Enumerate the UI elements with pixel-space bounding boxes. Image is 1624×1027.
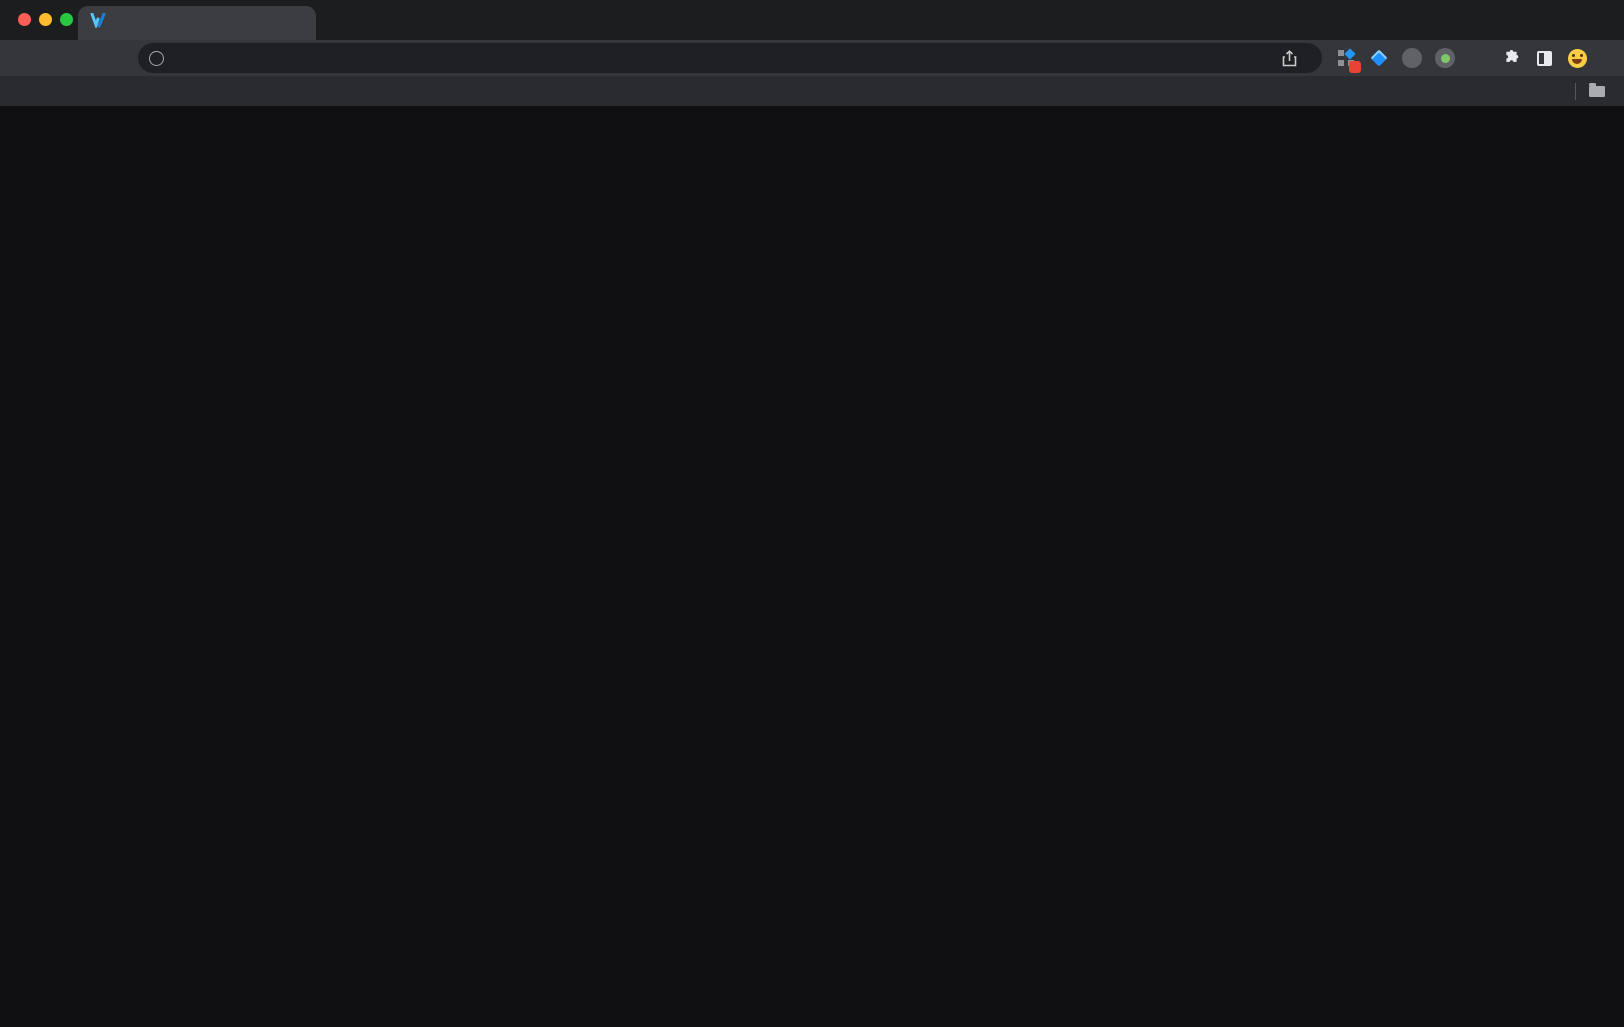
extension-badge bbox=[1349, 61, 1361, 73]
two-series-area-chart[interactable] bbox=[100, 700, 490, 918]
browser-tab[interactable] bbox=[78, 6, 316, 40]
page-content bbox=[0, 106, 1624, 1027]
split-square-extension-icon[interactable] bbox=[1534, 48, 1554, 68]
two-series-line-chart[interactable] bbox=[40, 445, 430, 657]
grouped-bar-chart[interactable] bbox=[40, 145, 430, 375]
other-bookmarks[interactable] bbox=[1589, 82, 1612, 97]
gem-extension-icon[interactable] bbox=[1369, 48, 1389, 68]
share-icon[interactable] bbox=[1282, 49, 1297, 67]
extension-grid-icon[interactable] bbox=[1336, 48, 1361, 73]
gradient-line-chart[interactable] bbox=[500, 390, 890, 632]
folder-icon bbox=[1589, 82, 1605, 97]
bookmarks-divider bbox=[1575, 82, 1576, 100]
browser-toolbar bbox=[0, 40, 1624, 76]
browser-menu-icon[interactable] bbox=[1600, 48, 1620, 68]
site-info-icon[interactable] bbox=[149, 50, 164, 66]
recorder-extension-icon[interactable] bbox=[1435, 48, 1455, 68]
donut-chart[interactable] bbox=[560, 655, 970, 900]
progress-bar-chart[interactable] bbox=[1000, 160, 1440, 390]
close-window-button[interactable] bbox=[18, 13, 31, 26]
zoom-window-button[interactable] bbox=[60, 13, 73, 26]
horizontal-bar-chart[interactable] bbox=[505, 150, 905, 375]
tab-strip bbox=[0, 0, 1624, 40]
window-controls bbox=[18, 13, 73, 26]
minimize-window-button[interactable] bbox=[39, 13, 52, 26]
address-bar[interactable] bbox=[138, 43, 1322, 73]
puzzle-extensions-icon[interactable] bbox=[1501, 48, 1521, 68]
tab-favicon bbox=[90, 12, 106, 33]
bookmarks-bar bbox=[0, 76, 1624, 106]
emoji-extension-icon[interactable] bbox=[1567, 48, 1587, 68]
command-extension-icon[interactable] bbox=[1402, 48, 1422, 68]
green-star-extension-icon[interactable] bbox=[1468, 48, 1488, 68]
extension-icons bbox=[1336, 40, 1620, 76]
gauge-chart[interactable] bbox=[1090, 660, 1315, 895]
single-series-area-chart[interactable] bbox=[1000, 390, 1385, 625]
